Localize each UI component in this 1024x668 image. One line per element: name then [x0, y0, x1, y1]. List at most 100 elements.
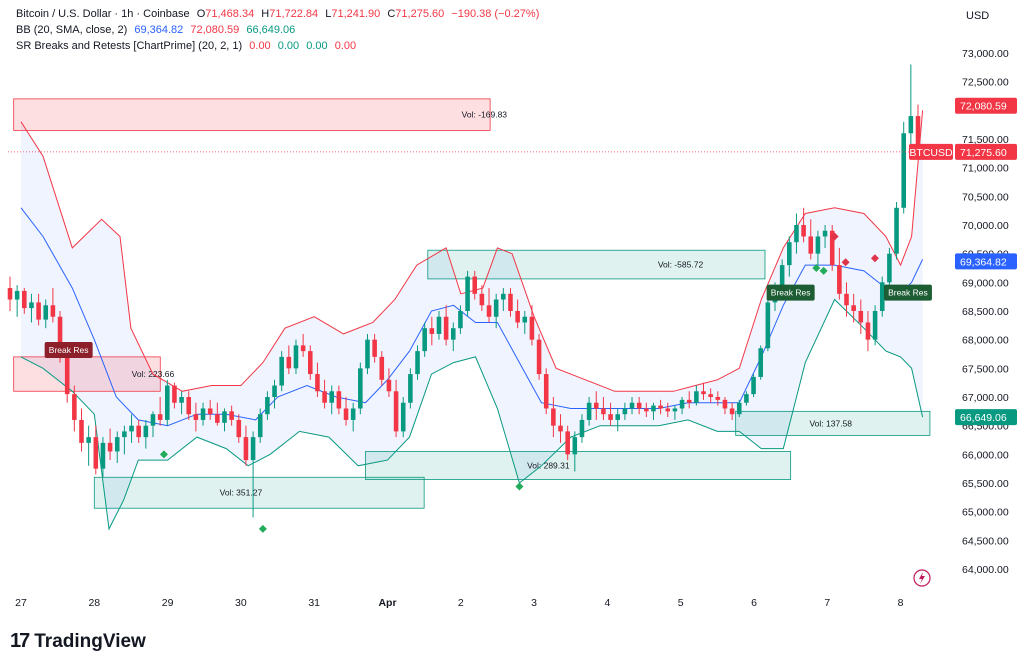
candle-body — [372, 339, 377, 357]
candle-body — [736, 402, 742, 415]
open-value: 71,468.34 — [205, 8, 255, 20]
y-tick-label: 68,000.00 — [962, 335, 1009, 347]
y-tick-label: 73,000.00 — [962, 48, 1009, 60]
support-zone — [93, 476, 425, 509]
candle-body — [851, 305, 856, 311]
candle-body — [14, 290, 20, 300]
support-zone — [427, 249, 766, 280]
candle-body — [787, 242, 792, 266]
candle-body — [143, 425, 149, 438]
candle-body — [136, 425, 141, 438]
x-tick-label: 3 — [531, 597, 537, 609]
candle-body — [408, 374, 413, 403]
price-tag — [955, 409, 1017, 426]
candle-body — [515, 311, 520, 323]
candle-body — [658, 405, 663, 409]
candle-body — [207, 408, 213, 415]
candle-body — [165, 385, 170, 420]
candle-body — [815, 236, 821, 254]
candle-body — [400, 402, 406, 432]
y-tick-label: 65,500.00 — [962, 478, 1009, 490]
close-label: C — [387, 8, 396, 20]
y-tick-label: 72,500.00 — [962, 77, 1009, 89]
break-label-box — [766, 284, 815, 301]
candle-body — [865, 322, 871, 340]
break-label-box — [883, 284, 932, 301]
price-tag-value: 66,649.06 — [960, 412, 1007, 424]
alert-icon[interactable] — [913, 569, 931, 587]
candle-body — [86, 437, 91, 443]
candle-body — [522, 316, 528, 323]
candle-body — [801, 225, 806, 237]
candle-body — [508, 293, 513, 311]
x-tick-label: Apr — [378, 597, 396, 609]
candle-body — [458, 311, 463, 329]
candle-body — [751, 376, 756, 395]
candle-body — [236, 419, 242, 438]
candle-body — [107, 442, 113, 452]
bear-retest-marker — [870, 254, 879, 263]
candle-body — [479, 293, 485, 306]
candle-body — [329, 391, 335, 403]
candle-body — [72, 394, 77, 420]
candle-body — [29, 302, 34, 309]
price-tag-value: 69,364.82 — [960, 256, 1007, 268]
break-label-box — [44, 341, 93, 358]
currency-label[interactable]: USD — [966, 10, 990, 22]
candle-body — [615, 414, 621, 420]
x-tick-label: 27 — [15, 597, 27, 609]
candle-body — [450, 328, 456, 340]
bb-upper-value: 72,080.59 — [190, 24, 240, 36]
x-tick-label: 31 — [308, 597, 320, 609]
candle-body — [665, 408, 671, 412]
y-tick-label: 69,000.00 — [962, 277, 1009, 289]
candle-body — [22, 290, 27, 309]
candle-body — [529, 316, 535, 340]
tradingview-brand[interactable]: 17 TradingView — [10, 630, 146, 653]
candle-body — [794, 225, 799, 243]
candle-body — [307, 351, 313, 375]
candle-body — [315, 374, 320, 392]
bear-retest-marker — [830, 232, 839, 241]
candle-body — [679, 399, 685, 409]
zone-volume-label: Vol: 137.58 — [809, 418, 852, 428]
support-zone — [735, 410, 931, 436]
y-tick-label: 70,500.00 — [962, 191, 1009, 203]
candle-body — [558, 425, 563, 432]
support-zone — [365, 451, 792, 480]
candle-body — [593, 402, 599, 409]
x-tick-label: 5 — [678, 597, 684, 609]
price-tag-value: 71,275.60 — [960, 147, 1007, 159]
candle-body — [651, 405, 656, 412]
symbol-tag-text: BTCUSD — [909, 147, 953, 159]
candle-body — [715, 397, 721, 400]
candle-body — [300, 345, 306, 352]
resistance-zone — [13, 98, 491, 131]
y-tick-label: 70,000.00 — [962, 220, 1009, 232]
candle-body — [215, 414, 220, 423]
candle-body — [586, 402, 592, 420]
candle-body — [386, 379, 392, 392]
bb-indicator-title: BB (20, SMA, close, 2) — [16, 24, 128, 36]
sr-indicator-title: SR Breaks and Retests [ChartPrime] (20, … — [16, 40, 243, 52]
candle-body — [50, 305, 56, 317]
candle-body — [129, 425, 134, 432]
candle-body — [100, 442, 106, 469]
candle-body — [644, 408, 649, 412]
candle-body — [93, 437, 99, 469]
candle-body — [365, 339, 370, 369]
candle-body — [343, 408, 349, 420]
zone-volume-label: Vol: 351.27 — [220, 488, 263, 498]
bear-retest-marker — [841, 258, 850, 267]
candle-body — [672, 408, 678, 412]
candle-body — [43, 305, 49, 320]
candle-body — [779, 265, 785, 289]
x-tick-label: 28 — [88, 597, 100, 609]
bull-retest-marker — [258, 524, 267, 533]
candle-body — [336, 391, 342, 409]
candle-body — [57, 316, 63, 352]
candle-body — [486, 305, 492, 317]
price-tag-value: 72,080.59 — [960, 101, 1007, 113]
candle-body — [536, 339, 542, 375]
